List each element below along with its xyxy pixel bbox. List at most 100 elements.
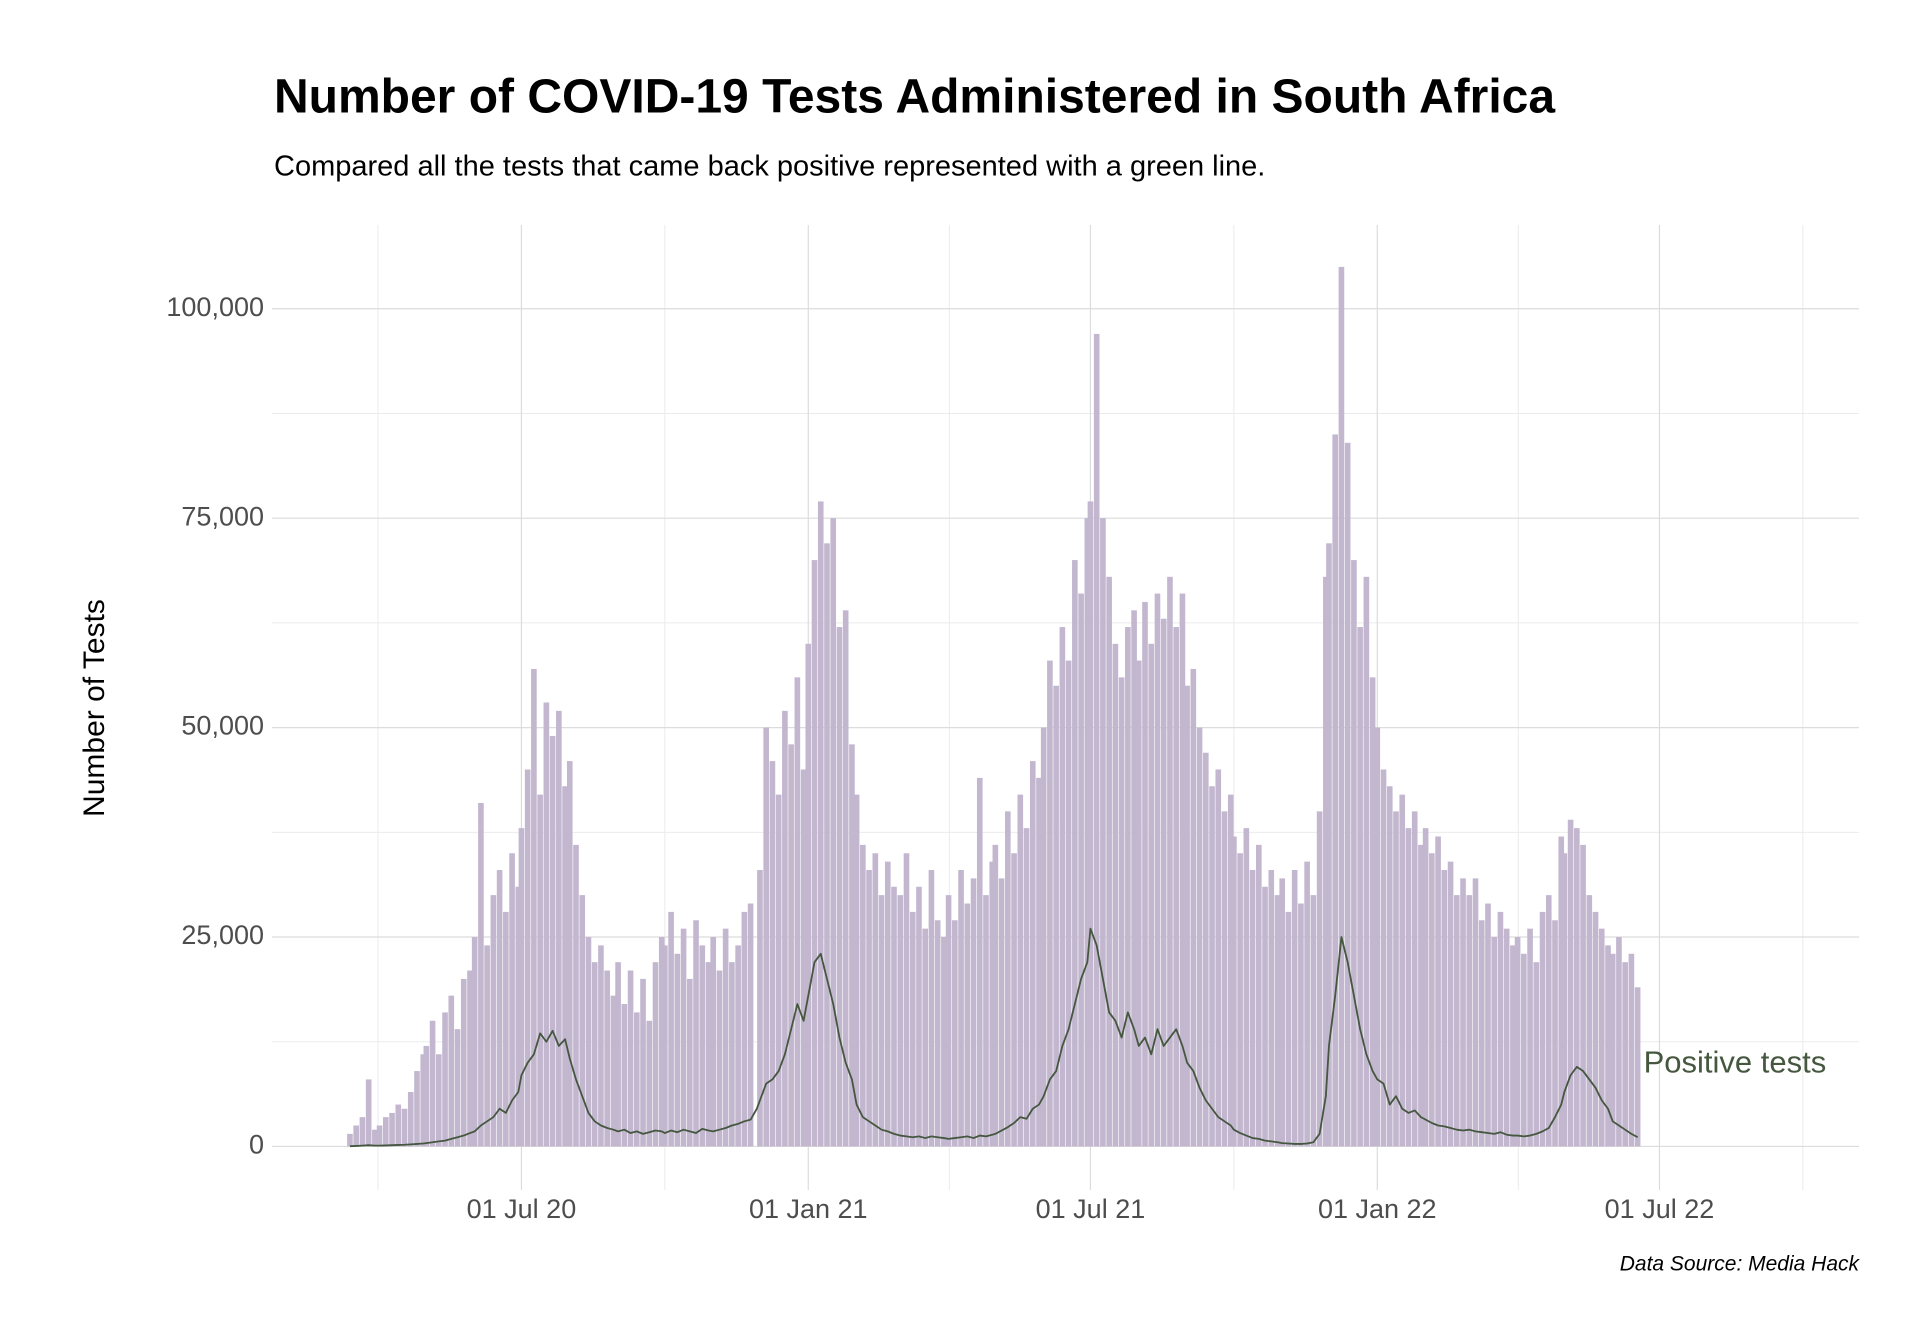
bar — [1227, 794, 1234, 1147]
bar — [805, 643, 812, 1147]
bar — [652, 962, 659, 1147]
x-tick-label: 01 Jul 22 — [1605, 1194, 1715, 1224]
bar — [1209, 786, 1215, 1147]
bar — [1363, 576, 1370, 1147]
bar — [872, 853, 879, 1147]
bar — [1497, 911, 1504, 1147]
bar — [509, 853, 515, 1147]
bar — [1087, 501, 1094, 1147]
bar — [763, 727, 769, 1147]
bar — [556, 710, 562, 1147]
bar — [1256, 844, 1262, 1147]
bar — [1053, 685, 1059, 1147]
bar — [860, 844, 866, 1147]
bar — [467, 970, 473, 1147]
bar — [1435, 836, 1441, 1147]
bar — [794, 677, 801, 1147]
bar — [1184, 685, 1190, 1147]
bar — [1274, 895, 1281, 1147]
bar — [429, 1020, 436, 1147]
bar — [1592, 911, 1599, 1147]
bar — [1460, 878, 1466, 1147]
bar — [769, 761, 776, 1147]
bar — [549, 735, 556, 1147]
bar — [1326, 543, 1332, 1147]
bar — [484, 945, 490, 1147]
bar — [1605, 945, 1611, 1147]
bar — [1399, 794, 1406, 1147]
bar — [757, 870, 763, 1147]
bar — [566, 761, 573, 1147]
bar — [347, 1133, 353, 1147]
bar — [585, 937, 592, 1147]
bar — [573, 844, 579, 1147]
bar — [598, 945, 604, 1147]
bar — [922, 928, 929, 1147]
bar — [1609, 953, 1616, 1147]
bar — [615, 962, 621, 1147]
bar — [668, 911, 674, 1147]
bar — [1298, 903, 1304, 1147]
bar — [817, 501, 824, 1147]
bar — [646, 1020, 653, 1147]
bar — [830, 518, 837, 1147]
bar — [903, 853, 910, 1147]
bar — [1453, 895, 1460, 1147]
bar — [365, 1079, 372, 1147]
bar — [722, 928, 729, 1147]
bar — [916, 886, 922, 1147]
bar — [989, 861, 996, 1147]
bar — [1065, 660, 1072, 1147]
bar — [658, 937, 665, 1147]
bar — [401, 1108, 408, 1147]
bar — [1304, 861, 1310, 1147]
bar — [1310, 895, 1317, 1147]
bar — [1047, 660, 1053, 1147]
bar — [1545, 895, 1552, 1147]
bar — [1634, 987, 1641, 1147]
bar — [1059, 627, 1066, 1147]
x-tick-label: 01 Jan 21 — [749, 1194, 868, 1224]
bar — [716, 970, 723, 1147]
bar — [478, 802, 484, 1147]
bar — [1106, 576, 1112, 1147]
y-tick-label: 100,000 — [166, 292, 264, 322]
x-tick-label: 01 Jul 21 — [1036, 1194, 1146, 1224]
bar — [1586, 895, 1593, 1147]
bar — [1332, 434, 1339, 1147]
bar — [1285, 911, 1292, 1147]
bar — [490, 895, 497, 1147]
bar — [1386, 786, 1393, 1147]
bar — [836, 627, 843, 1147]
bar — [1411, 811, 1418, 1147]
bar — [897, 895, 904, 1147]
bar — [747, 903, 754, 1147]
bar — [531, 668, 537, 1147]
bar — [853, 794, 860, 1147]
bar — [1131, 610, 1137, 1147]
bar — [1574, 828, 1580, 1147]
bar — [934, 920, 941, 1147]
bar — [1558, 836, 1565, 1147]
bar — [680, 928, 687, 1147]
bar — [1167, 576, 1173, 1147]
bar — [1533, 962, 1540, 1147]
chart-title: Number of COVID-19 Tests Administered in… — [274, 71, 1555, 124]
bar — [1527, 928, 1533, 1147]
bar — [1369, 677, 1376, 1147]
bar — [515, 886, 522, 1147]
bar — [389, 1112, 395, 1147]
bar — [1291, 870, 1298, 1147]
bar — [849, 744, 855, 1147]
bar — [693, 920, 699, 1147]
y-tick-label: 0 — [249, 1130, 264, 1160]
chart-subtitle: Compared all the tests that came back po… — [274, 151, 1265, 183]
bar — [627, 970, 634, 1147]
bar — [1472, 878, 1479, 1147]
bar — [518, 828, 525, 1147]
bar — [423, 1045, 430, 1147]
bar — [1422, 828, 1429, 1147]
x-tick-label: 01 Jan 22 — [1318, 1194, 1437, 1224]
bar — [1351, 560, 1357, 1147]
bar — [1173, 627, 1179, 1147]
